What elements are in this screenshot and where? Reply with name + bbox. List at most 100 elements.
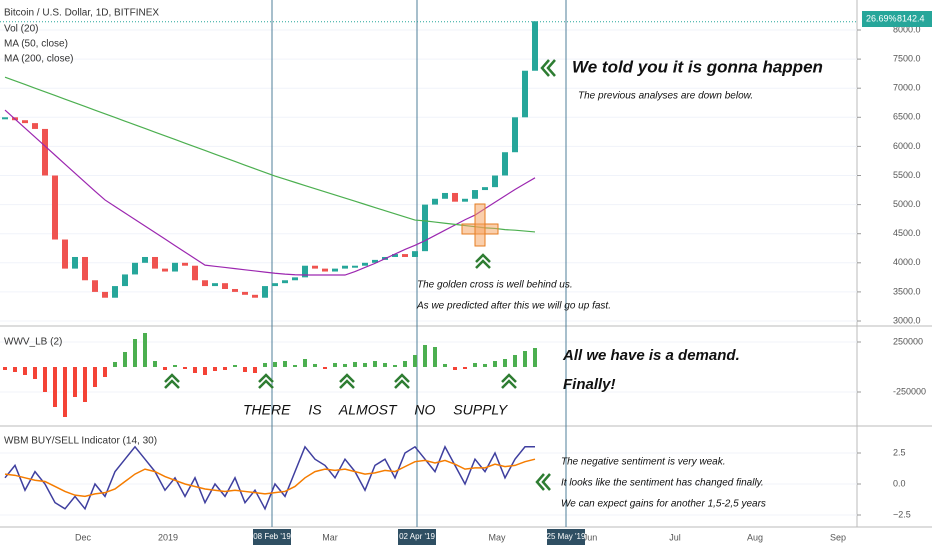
candle — [312, 265, 318, 269]
y-tick-label: 8000.0 — [893, 24, 921, 34]
candle — [342, 265, 348, 269]
candle — [82, 256, 88, 281]
candle — [112, 286, 118, 298]
y-tick-label: 6000.0 — [893, 141, 921, 151]
chart-title: Bitcoin / U.S. Dollar, 1D, BITFINEX — [4, 8, 159, 19]
candle — [32, 123, 38, 129]
histogram-bar — [343, 364, 347, 367]
annotation: Finally! — [563, 376, 616, 393]
candle — [72, 256, 78, 269]
candle — [522, 70, 528, 118]
indicator-label: MA (200, close) — [4, 54, 73, 65]
y-tick-label: 5000.0 — [893, 199, 921, 209]
candle — [172, 262, 178, 272]
x-tick-label: Jun — [583, 532, 598, 542]
histogram-bar — [153, 361, 157, 367]
x-tick-label: Sep — [830, 532, 846, 542]
histogram-bar — [243, 367, 247, 372]
chevron — [339, 373, 355, 389]
histogram-bar — [123, 352, 127, 367]
indicator-line — [4, 445, 535, 511]
histogram-bar — [493, 361, 497, 367]
annotation: THERE IS ALMOST NO SUPPLY — [243, 402, 509, 418]
histogram-bar — [403, 361, 407, 367]
candle — [222, 283, 228, 289]
annotation: We can expect gains for another 1,5-2,5 … — [561, 499, 766, 510]
annotation: The negative sentiment is very weak. — [561, 457, 726, 468]
candle — [292, 277, 298, 281]
candle — [532, 21, 538, 71]
histogram-bar — [453, 367, 457, 370]
candle — [232, 288, 238, 292]
candle — [212, 283, 218, 287]
histogram-bar — [533, 348, 537, 367]
histogram-bar — [363, 363, 367, 367]
histogram-bar — [383, 363, 387, 367]
chevron — [475, 253, 491, 269]
annotation: As we predicted after this we will go up… — [416, 301, 611, 312]
histogram-bar — [513, 355, 517, 367]
histogram-bar — [293, 365, 297, 367]
chevron — [540, 59, 556, 77]
histogram-bar — [323, 367, 327, 369]
price-badge — [862, 11, 932, 27]
candle — [202, 280, 208, 287]
histogram-bar — [193, 367, 197, 373]
histogram-bar — [523, 351, 527, 367]
histogram-bar — [133, 339, 137, 367]
candle — [22, 120, 28, 124]
chevron — [501, 373, 517, 389]
histogram-bar — [3, 367, 7, 370]
candle — [132, 262, 138, 275]
histogram-bar — [113, 362, 117, 367]
histogram-bar — [43, 367, 47, 392]
candle — [152, 256, 158, 269]
candle — [322, 268, 328, 272]
histogram-bar — [473, 363, 477, 367]
candle — [182, 262, 188, 266]
candle — [102, 291, 108, 298]
candle — [512, 117, 518, 153]
pane-title: WBM BUY/SELL Indicator (14, 30) — [4, 436, 157, 447]
histogram-bar — [333, 363, 337, 367]
histogram-bar — [23, 367, 27, 375]
candle — [2, 117, 8, 120]
chevron — [258, 373, 274, 389]
date-badge — [398, 529, 436, 545]
x-tick-label: Aug — [747, 532, 763, 542]
histogram-bar — [183, 367, 187, 369]
histogram-bar — [253, 367, 257, 373]
chevron — [394, 373, 410, 389]
candle — [452, 192, 458, 202]
y-tick-label: -250000 — [893, 386, 926, 396]
date-marker-label: 25 May '19 — [547, 532, 586, 541]
y-tick-label: 5500.0 — [893, 170, 921, 180]
histogram-bar — [463, 367, 467, 369]
pane-title: WWV_LB (2) — [4, 337, 62, 348]
y-tick-label: 3000.0 — [893, 315, 921, 325]
candle — [492, 175, 498, 188]
histogram-bar — [63, 367, 67, 417]
histogram-bar — [373, 361, 377, 367]
histogram-bar — [423, 345, 427, 367]
candle — [62, 239, 68, 269]
histogram-bar — [233, 365, 237, 367]
chevron — [164, 373, 180, 389]
candle — [402, 254, 408, 257]
histogram-bar — [93, 367, 97, 387]
x-tick-label: Jul — [669, 532, 681, 542]
y-tick-label: 2.5 — [893, 447, 906, 457]
candle — [42, 128, 48, 176]
annotation: The golden cross is well behind us. — [417, 280, 573, 291]
candle — [302, 265, 308, 278]
candle — [272, 283, 278, 287]
candle — [282, 280, 288, 284]
y-tick-label: 4000.0 — [893, 257, 921, 267]
candle — [462, 198, 468, 202]
candle — [432, 198, 438, 205]
candle — [252, 294, 258, 298]
candle — [352, 265, 358, 268]
histogram-bar — [443, 364, 447, 367]
